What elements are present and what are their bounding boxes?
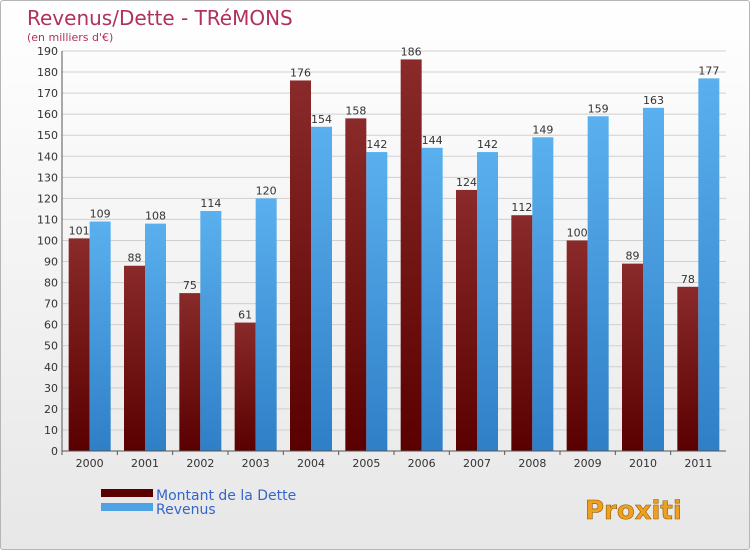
chart-title: Revenus/Dette - TRéMONS: [27, 6, 293, 30]
bar-revenus: [255, 198, 277, 451]
y-tick-label: 40: [44, 361, 58, 374]
bar-debt: [179, 293, 201, 451]
y-tick-label: 0: [51, 445, 58, 458]
data-label-revenus: 109: [90, 208, 111, 221]
y-axis-ticks: 0 10 20 30 40 50 60 70 80 90 100 110 120 130 140 150 160…: [37, 45, 58, 458]
bar-revenus: [587, 116, 609, 452]
data-label-debt: 89: [626, 250, 640, 263]
bar-debt: [345, 118, 367, 452]
x-axis-ticks: 2000 2001 2002 2003 2004 2005 2006 2007 2008 2009…: [76, 457, 713, 470]
y-tick-label: 160: [37, 108, 58, 121]
data-label-debt: 88: [128, 252, 142, 265]
x-tick-label: 2005: [352, 457, 380, 470]
bar-debt: [68, 238, 90, 451]
x-tick-label: 2011: [684, 457, 712, 470]
chart-subtitle: (en milliers d'€): [27, 31, 113, 44]
bar-debt: [456, 189, 477, 451]
bar-revenus: [532, 137, 554, 451]
logo-text: Proxiti: [585, 496, 682, 526]
legend-label-debt: Montant de la Dette: [156, 488, 296, 504]
y-tick-label: 80: [44, 277, 58, 290]
data-label-debt: 158: [345, 104, 366, 117]
data-label-revenus: 108: [145, 210, 166, 223]
bar-debt: [511, 215, 533, 451]
bars: [68, 59, 720, 452]
data-label-revenus: 144: [422, 134, 443, 147]
x-tick-label: 2006: [408, 457, 436, 470]
x-tick-label: 2002: [186, 457, 214, 470]
data-label-revenus: 149: [532, 123, 553, 136]
y-tick-label: 90: [44, 256, 58, 269]
data-label-debt: 100: [567, 226, 588, 239]
proxiti-logo: Proxiti: [585, 496, 682, 527]
y-tick-label: 60: [44, 319, 58, 332]
bar-debt: [622, 263, 643, 451]
legend-swatch-debt: [101, 489, 153, 497]
y-tick-label: 70: [44, 298, 58, 311]
x-tick-label: 2009: [574, 457, 602, 470]
bar-revenus: [477, 152, 498, 452]
x-tick-label: 2010: [629, 457, 657, 470]
data-label-revenus: 159: [588, 102, 609, 115]
bar-debt: [290, 80, 311, 451]
x-tick-label: 2000: [76, 457, 104, 470]
y-tick-label: 170: [37, 87, 58, 100]
bar-revenus: [421, 147, 443, 451]
y-tick-label: 130: [37, 171, 58, 184]
x-tick-label: 2004: [297, 457, 325, 470]
data-label-debt: 112: [511, 201, 532, 214]
y-tick-label: 100: [37, 234, 58, 247]
x-tick-label: 2001: [131, 457, 159, 470]
y-tick-label: 20: [44, 403, 58, 416]
bar-revenus: [366, 152, 388, 452]
bar-debt: [124, 265, 145, 451]
data-label-revenus: 163: [643, 94, 664, 107]
gridlines: [62, 50, 726, 452]
data-label-debt: 124: [456, 176, 477, 189]
y-tick-label: 110: [37, 213, 58, 226]
data-label-revenus: 142: [477, 138, 498, 151]
bar-debt: [400, 59, 422, 451]
x-tick-label: 2008: [518, 457, 546, 470]
y-tick-label: 10: [44, 424, 58, 437]
data-label-revenus: 154: [311, 113, 332, 126]
x-tick-label: 2007: [463, 457, 491, 470]
data-label-debt: 186: [401, 45, 422, 58]
legend: Montant de la Dette Revenus: [101, 488, 296, 518]
data-label-debt: 78: [681, 273, 695, 286]
y-tick-label: 140: [37, 150, 58, 163]
bar-revenus: [89, 221, 111, 451]
bar-debt: [677, 286, 699, 451]
y-tick-label: 30: [44, 382, 58, 395]
bar-revenus: [643, 107, 664, 451]
bar-revenus: [311, 126, 332, 451]
bar-revenus: [698, 78, 720, 452]
data-label-revenus: 120: [256, 184, 277, 197]
data-label-debt: 75: [183, 279, 197, 292]
data-label-debt: 101: [69, 224, 90, 237]
data-label-revenus: 142: [366, 138, 387, 151]
data-label-revenus: 177: [698, 64, 719, 77]
legend-label-revenus: Revenus: [156, 502, 216, 518]
data-label-debt: 176: [290, 66, 311, 79]
bar-revenus: [200, 211, 222, 451]
legend-swatch-revenus: [101, 503, 153, 511]
data-label-debt: 61: [238, 309, 252, 322]
y-tick-label: 190: [37, 45, 58, 58]
bar-debt: [566, 240, 588, 451]
axes: [61, 51, 726, 455]
y-tick-label: 150: [37, 129, 58, 142]
bar-debt: [234, 322, 256, 451]
y-tick-label: 120: [37, 192, 58, 205]
y-tick-label: 50: [44, 340, 58, 353]
data-label-revenus: 114: [200, 197, 221, 210]
bar-revenus: [145, 223, 166, 451]
x-tick-label: 2003: [242, 457, 270, 470]
y-tick-label: 180: [37, 66, 58, 79]
